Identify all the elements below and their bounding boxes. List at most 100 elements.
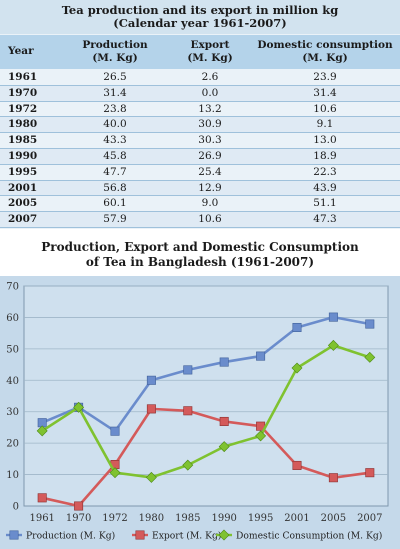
data-point <box>365 468 375 478</box>
cell-domestic: 43.9 <box>313 181 337 194</box>
table-row: 1972 23.8 13.2 10.6 <box>0 102 400 118</box>
plot-area <box>23 285 389 507</box>
data-point <box>328 473 338 483</box>
chart-title: Production, Export and Domestic Consumpt… <box>0 236 400 276</box>
header-production-label: Production <box>82 39 148 51</box>
cell-production: 45.8 <box>103 149 127 162</box>
cell-export: 2.6 <box>201 71 219 83</box>
table-title: Tea production and its export in million… <box>0 0 400 34</box>
cell-domestic: 22.3 <box>313 165 337 178</box>
header-export-label: Export <box>190 39 230 51</box>
data-point <box>292 322 302 332</box>
data-point <box>327 339 339 351</box>
x-tick-label: 1985 <box>175 513 200 524</box>
y-tick-label: 30 <box>6 407 19 418</box>
cell-year: 1961 <box>8 71 38 83</box>
cell-domestic: 9.1 <box>316 118 334 131</box>
header-export: Export (M. Kg) <box>170 39 250 65</box>
cell-production: 47.7 <box>103 165 127 178</box>
cell-export: 9.0 <box>201 197 219 210</box>
table-row: 2001 56.8 12.9 43.9 <box>0 180 400 197</box>
series-line <box>41 407 370 508</box>
data-point <box>73 401 85 413</box>
legend-marker <box>9 530 19 540</box>
table-title-line1: Tea production and its export in million… <box>61 3 339 17</box>
header-year: Year <box>8 45 34 57</box>
x-tick-label: 1980 <box>139 513 164 524</box>
cell-year: 1995 <box>8 165 38 178</box>
data-point <box>109 467 121 479</box>
y-tick-label: 20 <box>6 439 19 450</box>
data-point <box>183 406 193 416</box>
table-row: 1980 40.0 30.9 9.1 <box>0 117 400 134</box>
table-row: 1961 26.5 2.6 23.9 <box>0 70 400 86</box>
cell-production: 23.8 <box>103 102 127 115</box>
table-row: 1990 45.8 26.9 18.9 <box>0 148 400 165</box>
legend-marker <box>135 530 145 540</box>
axes: 0 10 20 30 40 50 60 70 1961 1970 1972 1980 1985 1990 1… <box>6 282 382 525</box>
data-point <box>146 375 156 385</box>
cell-year: 1985 <box>8 134 38 147</box>
data-point <box>219 416 229 426</box>
cell-year: 2007 <box>8 213 38 226</box>
header-domestic-label: Domestic consumption <box>257 39 393 51</box>
header-export-unit: (M. Kg) <box>187 52 233 64</box>
x-tick-label: 2005 <box>321 513 346 524</box>
legend-label: Production (M. Kg) <box>26 531 115 542</box>
header-production: Production (M. Kg) <box>60 39 170 65</box>
cell-production: 60.1 <box>103 197 127 210</box>
cell-year: 1970 <box>8 86 38 99</box>
table-row: 2005 60.1 9.0 51.1 <box>0 196 400 213</box>
cell-domestic: 10.6 <box>313 102 337 115</box>
data-point <box>37 493 47 503</box>
data-point <box>256 351 266 361</box>
data-point <box>292 460 302 470</box>
data-point <box>74 501 84 511</box>
data-point <box>36 425 48 437</box>
data-point <box>328 312 338 322</box>
cell-year: 2001 <box>8 181 38 194</box>
table-row: 1995 47.7 25.4 22.3 <box>0 165 400 181</box>
header-production-unit: (M. Kg) <box>92 52 138 64</box>
chart-title-line1: Production, Export and Domestic Consumpt… <box>41 240 359 254</box>
x-tick-label: 1972 <box>102 513 127 524</box>
cell-export: 10.6 <box>198 213 222 226</box>
cell-production: 26.5 <box>103 71 127 83</box>
cell-production: 40.0 <box>103 118 127 131</box>
x-tick-label: 2007 <box>357 513 382 524</box>
legend-marker <box>218 529 230 541</box>
y-tick-label: 40 <box>6 376 19 387</box>
series-line <box>41 344 371 479</box>
series-line <box>41 315 371 433</box>
cell-production: 57.9 <box>103 213 127 226</box>
cell-export: 26.9 <box>198 149 222 162</box>
x-tick-label: 1995 <box>248 513 273 524</box>
cell-domestic: 51.1 <box>313 197 337 210</box>
legend: Production (M. Kg) Export (M. Kg) Domestic… <box>6 529 382 542</box>
cell-domestic: 47.3 <box>313 213 337 226</box>
table-row: 2007 57.9 10.6 47.3 <box>0 212 400 228</box>
table-row: 1985 43.3 30.3 13.0 <box>0 133 400 149</box>
y-tick-label: 70 <box>6 282 19 293</box>
table-header: Year Production (M. Kg) Export (M. Kg) D… <box>0 35 400 69</box>
table-title-line2: (Calendar year 1961-2007) <box>113 16 287 30</box>
data-point <box>145 471 157 483</box>
x-tick-label: 1990 <box>211 513 236 524</box>
y-tick-label: 0 <box>13 502 19 513</box>
data-point <box>110 426 120 436</box>
cell-domestic: 18.9 <box>313 149 337 162</box>
y-tick-label: 60 <box>6 313 19 324</box>
data-point <box>219 357 229 367</box>
cell-domestic: 31.4 <box>313 86 337 99</box>
cell-production: 56.8 <box>103 181 127 194</box>
data-point <box>183 365 193 375</box>
series <box>36 312 376 511</box>
data-point <box>146 404 156 414</box>
y-tick-label: 50 <box>6 344 19 355</box>
cell-export: 30.9 <box>198 118 222 131</box>
x-tick-label: 2001 <box>284 513 309 524</box>
header-domestic-unit: (M. Kg) <box>302 52 348 64</box>
cell-export: 13.2 <box>198 102 222 115</box>
data-point <box>218 441 230 453</box>
x-tick-label: 1970 <box>66 513 91 524</box>
